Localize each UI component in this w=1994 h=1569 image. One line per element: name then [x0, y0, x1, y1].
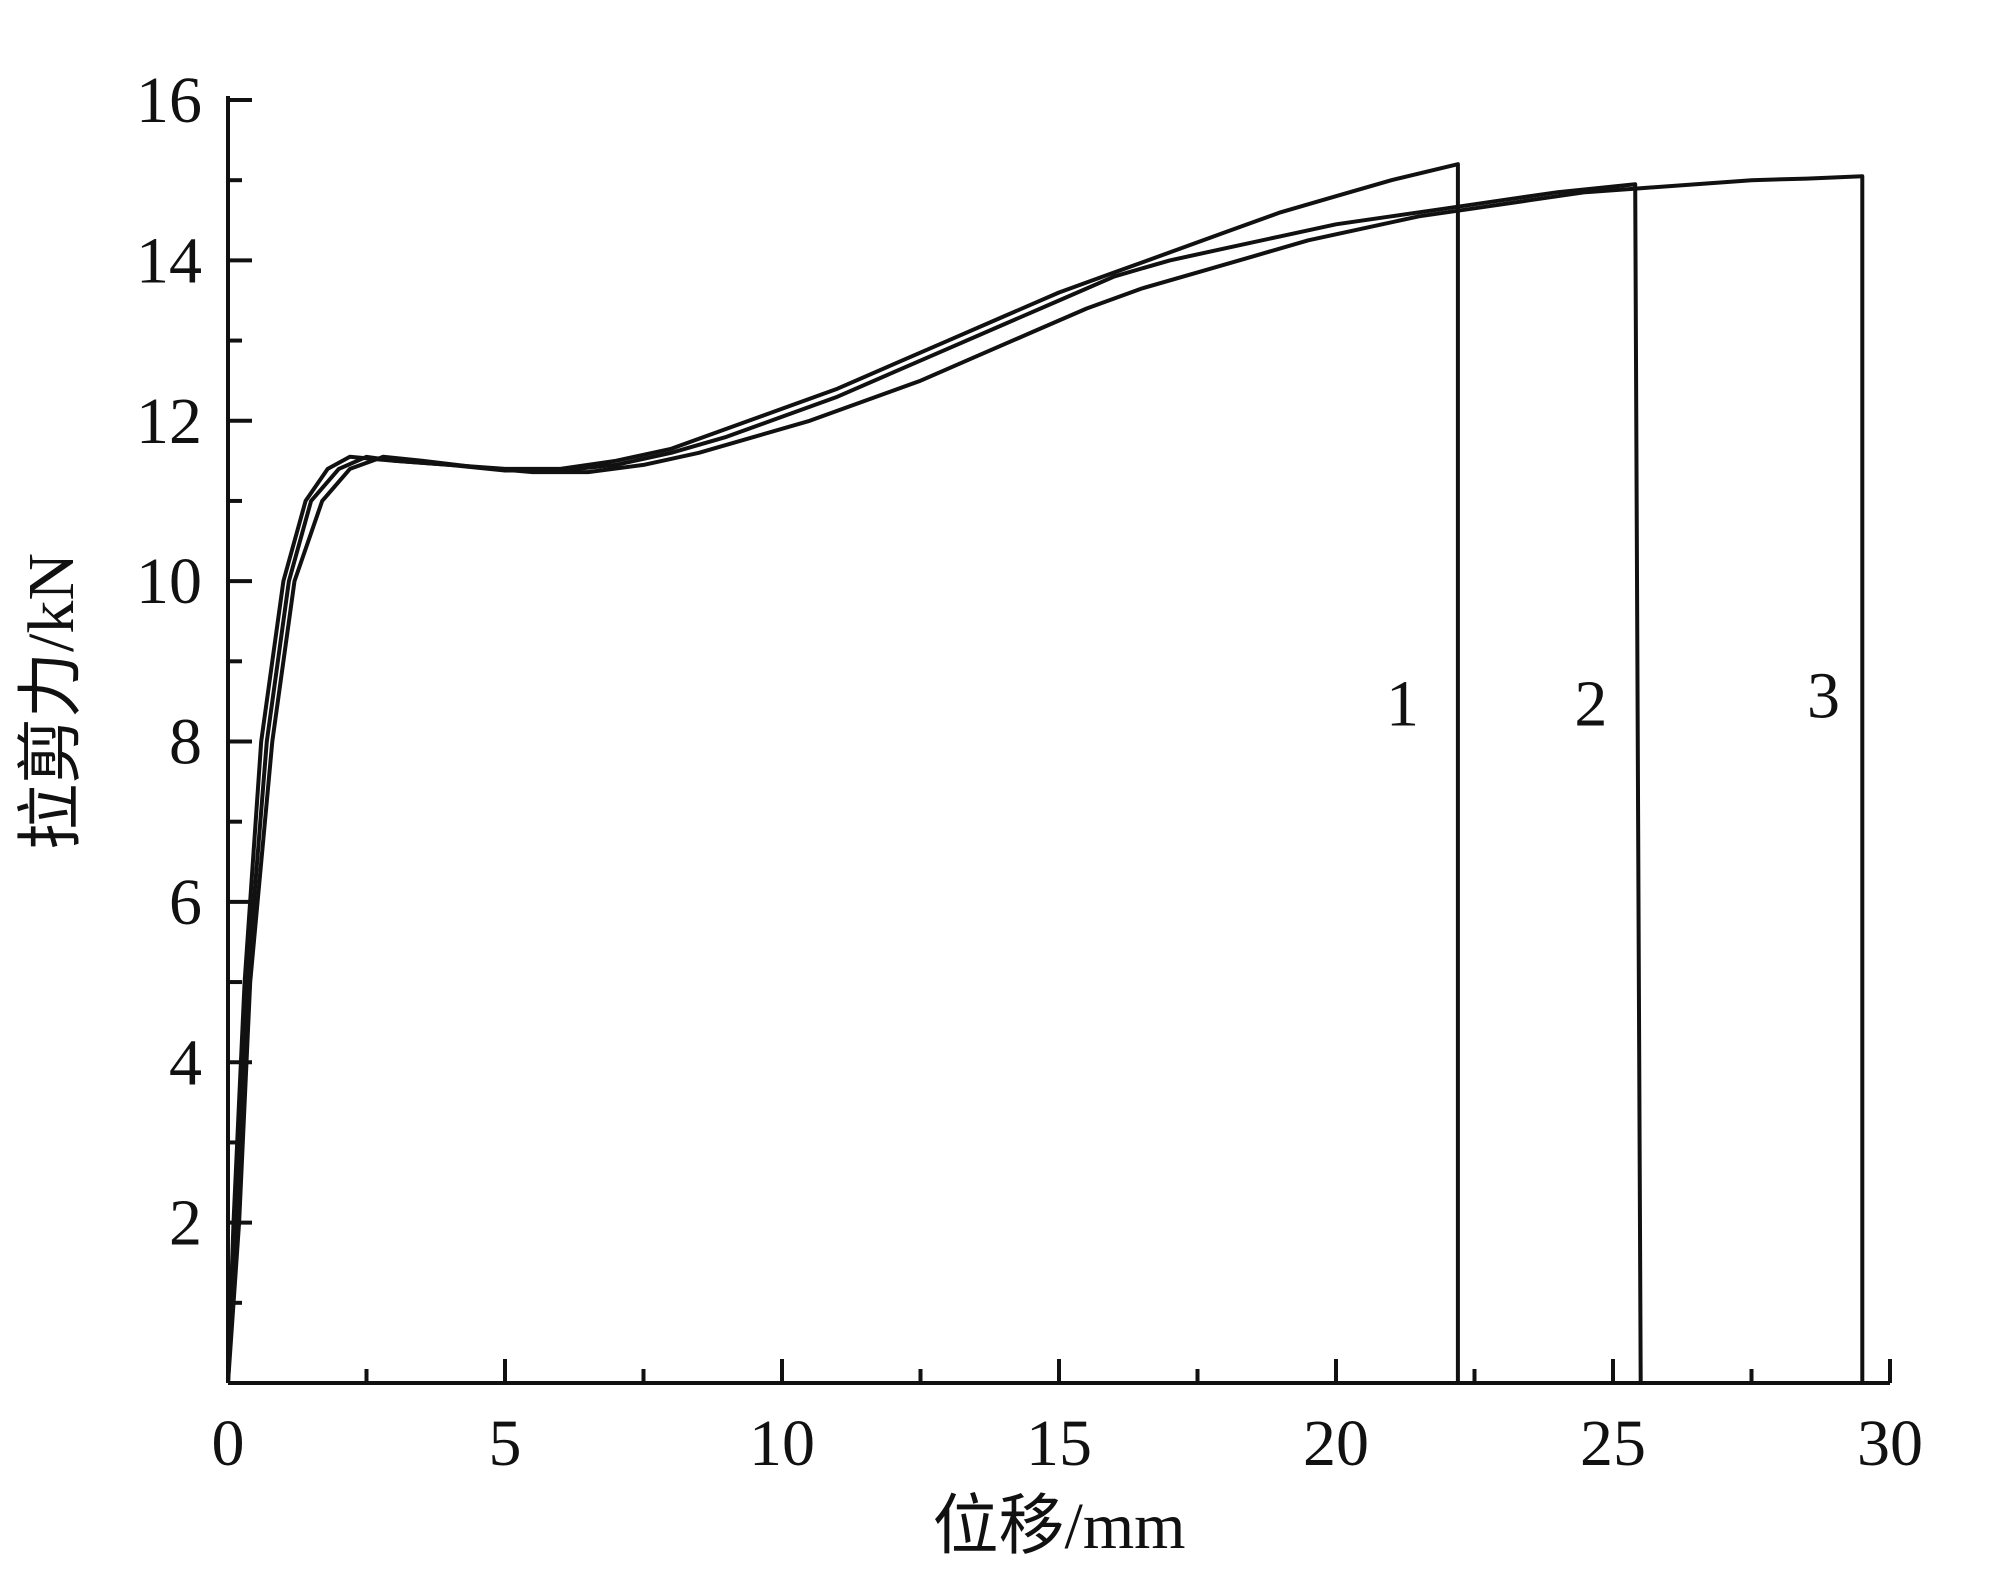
series-line-3	[226, 174, 1865, 1384]
series-label-1: 1	[1386, 667, 1419, 740]
y-tick-label: 6	[169, 866, 202, 939]
series-line-1	[226, 162, 1460, 1384]
y-tick-label: 8	[169, 706, 202, 779]
x-axis-label: 位移/mm	[932, 1490, 1185, 1563]
y-tick-label: 12	[136, 385, 202, 458]
x-tick-label: 30	[1857, 1407, 1923, 1480]
y-tick-label: 14	[136, 224, 202, 297]
series-label-2: 2	[1574, 667, 1607, 740]
x-tick-label: 25	[1580, 1407, 1646, 1480]
y-tick-label: 16	[136, 64, 202, 137]
y-axis-label: 拉剪力/kN	[15, 553, 88, 850]
x-tick-label: 10	[749, 1407, 815, 1480]
plot-area: 1 2 3	[226, 162, 1865, 1384]
y-tick-label: 2	[169, 1187, 202, 1260]
x-tick-label: 5	[489, 1407, 522, 1480]
y-tick-label: 4	[169, 1026, 202, 1099]
x-tick-label: 0	[212, 1407, 245, 1480]
x-tick-label: 20	[1303, 1407, 1369, 1480]
y-tick-label: 10	[136, 545, 202, 618]
series-label-3: 3	[1807, 659, 1840, 732]
x-tick-label: 15	[1026, 1407, 1092, 1480]
labels: 位移/mm 拉剪力/kN	[15, 553, 1185, 1563]
series-line-2	[226, 182, 1643, 1384]
